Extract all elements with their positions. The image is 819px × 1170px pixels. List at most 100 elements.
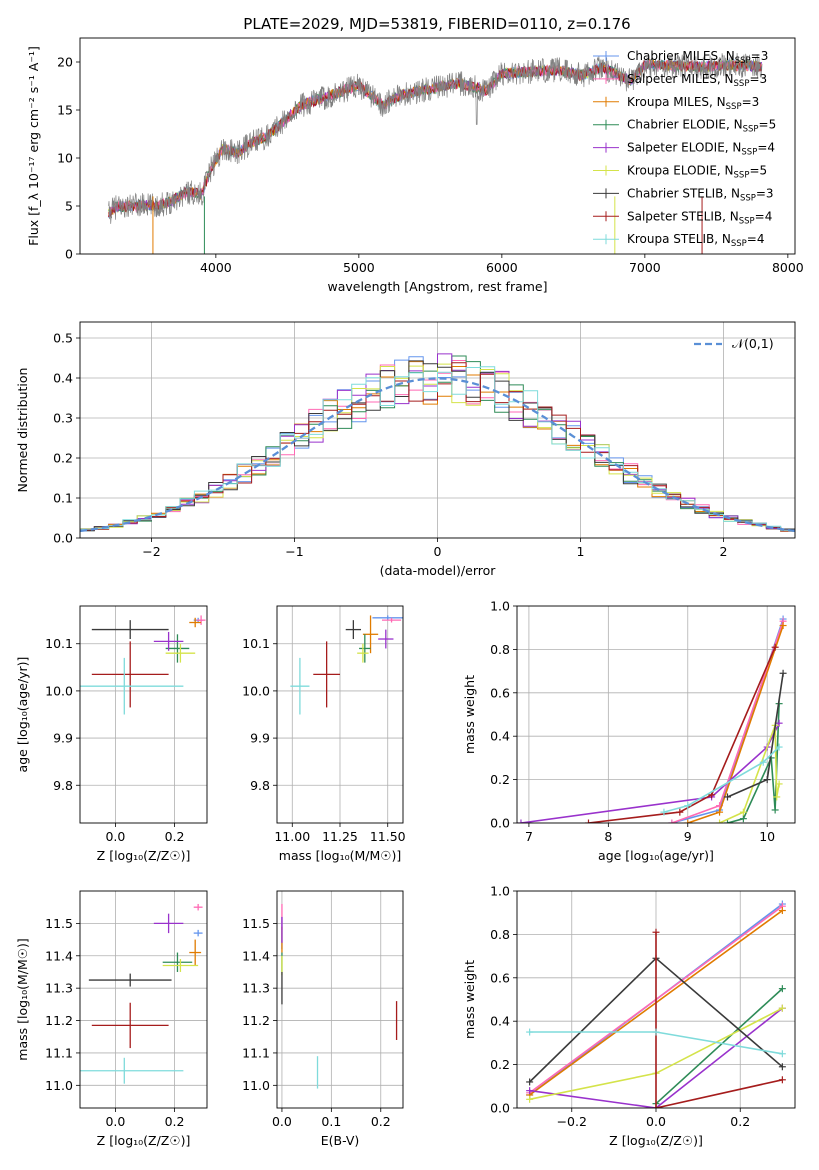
- y-tick-label: 0: [65, 247, 73, 262]
- errorbar-point: [80, 657, 184, 715]
- y-ticks: 11.0 11.1 11.2 11.3 11.4 11.5: [242, 916, 277, 1093]
- series-marker: [526, 1078, 534, 1086]
- series-marker: [778, 907, 786, 915]
- chart-residuals: −2 −1 0 1 2 0.0 0.1 0.2 0.3 0.4 0.5 (data-model)/er…: [15, 321, 796, 578]
- plot-area: [108, 52, 763, 254]
- plot-area: [80, 322, 795, 538]
- series-marker: [517, 819, 525, 823]
- y-axis-label: age [log₁₀(age/yr)]: [15, 657, 30, 773]
- x-axis-label: Z [log₁₀(Z/Z☉)]: [97, 848, 191, 863]
- x-axis-label: mass [log₁₀(M/M☉)]: [279, 848, 401, 863]
- y-tick-label: 9.8: [53, 778, 73, 793]
- y-tick-label: 11.4: [45, 948, 73, 963]
- y-axis-label: Flux [f_λ 10⁻¹⁷ erg cm⁻² s⁻¹ A⁻¹]: [26, 46, 41, 246]
- legend-label: Chabrier STELIB, NSSP=3: [627, 186, 774, 203]
- y-tick-label: 0.1: [53, 491, 73, 506]
- errorbar-point: [162, 959, 199, 972]
- legend-label: Salpeter ELODIE, NSSP=4: [627, 141, 775, 158]
- chart-mass_weight_vs_Z: −0.2 0.0 0.2 0.0 0.2 0.4 0.6 0.8 1.0 Z [log₁₀(Z/Z…: [462, 884, 796, 1148]
- legend: 𝒩(0,1): [694, 336, 774, 351]
- axes-frame: [79, 890, 208, 1109]
- series-line: [655, 932, 783, 1108]
- histogram-step: [80, 363, 795, 532]
- y-ticks: 9.8 9.9 10.0 10.1: [45, 636, 80, 793]
- y-tick-label: 9.8: [250, 778, 270, 793]
- errorbar-point: [382, 617, 402, 623]
- errorbar-point: [88, 973, 172, 987]
- x-tick-label: 0.0: [646, 1114, 666, 1129]
- y-tick-label: 0.0: [53, 531, 73, 546]
- x-ticks: −2 −1 0 1 2: [142, 538, 727, 559]
- data-spectrum-line: [108, 52, 763, 224]
- x-tick-label: 11.00: [274, 829, 310, 844]
- y-tick-label: 10.0: [45, 683, 73, 698]
- series-marker: [739, 815, 747, 823]
- x-tick-label: 9: [684, 829, 692, 844]
- series-marker: [584, 819, 592, 823]
- errorbar-point: [162, 952, 193, 972]
- series-line: [663, 746, 780, 813]
- series-marker: [775, 743, 783, 751]
- y-tick-label: 0.0: [490, 816, 510, 831]
- chart-spectrum: 4000 5000 6000 7000 8000 0 5 10 15 20 wavelength […: [26, 37, 804, 294]
- y-tick-label: 0.5: [53, 331, 73, 346]
- errorbar-point: [357, 643, 369, 663]
- series-line: [655, 988, 783, 1105]
- x-tick-label: −1: [285, 544, 303, 559]
- x-axis-label: Z [log₁₀(Z/Z☉)]: [609, 1133, 703, 1148]
- chart-age_vs_mass: 11.00 11.25 11.50 9.8 9.9 10.0 10.1 mass [log₁₀…: [242, 605, 406, 863]
- x-ticks: 0.0 0.2: [105, 823, 184, 844]
- errorbar-point: [80, 1057, 184, 1084]
- x-tick-label: 0.0: [105, 829, 125, 844]
- y-tick-label: 0.3: [53, 411, 73, 426]
- series-marker: [668, 819, 676, 823]
- legend-label: Salpeter MILES, NSSP=3: [627, 72, 767, 89]
- x-tick-label: 4000: [200, 260, 232, 275]
- series-marker: [773, 793, 781, 801]
- x-tick-label: 1: [577, 544, 585, 559]
- series-line: [520, 722, 780, 823]
- y-tick-label: 0.6: [490, 970, 510, 985]
- y-tick-label: 11.1: [45, 1045, 73, 1060]
- y-tick-label: 0.8: [490, 642, 510, 657]
- axes-frame: [276, 890, 404, 1109]
- series-marker: [676, 808, 684, 816]
- y-tick-label: 0.4: [53, 371, 73, 386]
- plot-area: [80, 606, 207, 823]
- x-tick-label: 0.2: [730, 1114, 750, 1129]
- y-tick-label: 11.5: [242, 916, 270, 931]
- y-tick-label: 9.9: [53, 731, 73, 746]
- series-marker: [652, 1104, 660, 1108]
- y-axis-label: mass weight: [462, 960, 477, 1039]
- plot-area: [277, 891, 403, 1108]
- chart-mass_vs_Z: 0.0 0.2 11.0 11.1 11.2 11.3 11.4 11.5 Z [log₁₀(Z…: [15, 890, 208, 1148]
- series-marker: [775, 719, 783, 727]
- x-tick-label: −2: [142, 544, 160, 559]
- y-tick-label: 0.6: [490, 685, 510, 700]
- series-marker: [660, 808, 668, 816]
- series-marker: [684, 819, 692, 823]
- x-tick-label: 0.0: [272, 1114, 292, 1129]
- y-ticks: 0.0 0.2 0.4 0.6 0.8 1.0: [490, 884, 517, 1116]
- y-tick-label: 10.0: [242, 683, 270, 698]
- y-tick-label: 11.5: [45, 916, 73, 931]
- x-tick-label: 0.1: [321, 1114, 341, 1129]
- errorbar-point: [345, 620, 361, 640]
- figure-title: PLATE=2029, MJD=53819, FIBERID=0110, z=0…: [243, 15, 630, 33]
- series-marker: [778, 1004, 786, 1012]
- chart-mass_weight_vs_age: 7 8 9 10 0.0 0.2 0.4 0.6 0.8 1.0 age [log₁₀(age/yr…: [462, 599, 796, 863]
- x-tick-label: 6000: [486, 260, 518, 275]
- series-marker: [763, 776, 771, 784]
- series-marker: [723, 819, 731, 823]
- x-tick-label: 8: [604, 829, 612, 844]
- series-marker: [684, 802, 692, 810]
- x-tick-label: 7000: [629, 260, 661, 275]
- y-tick-label: 0.0: [490, 1101, 510, 1116]
- x-tick-label: 0.2: [371, 1114, 391, 1129]
- series-marker: [778, 1050, 786, 1058]
- x-axis-label: age [log₁₀(age/yr)]: [598, 848, 714, 863]
- series-marker: [739, 808, 747, 816]
- x-axis-label: E(B-V): [321, 1133, 360, 1148]
- x-tick-label: −0.2: [557, 1114, 587, 1129]
